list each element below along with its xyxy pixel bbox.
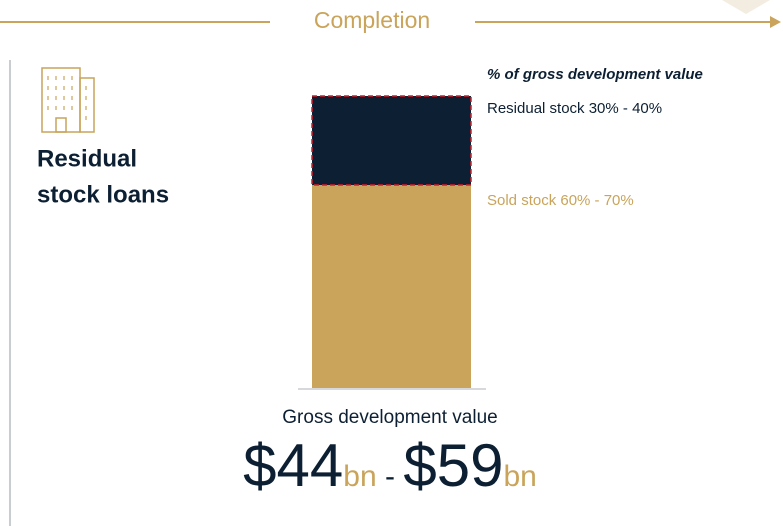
product-title-line: Residual — [37, 145, 137, 172]
header-arrow-head — [770, 16, 781, 28]
corner-chevron — [722, 0, 770, 14]
footer-amount: $44bn - $59bn — [243, 432, 537, 499]
sold-stock-segment — [312, 185, 471, 388]
header-title: Completion — [314, 7, 430, 33]
amount-unit: bn — [343, 460, 376, 493]
building-icon — [41, 67, 95, 133]
product-title-line: stock loans — [37, 181, 169, 208]
amount-separator: - — [377, 460, 404, 493]
residual-stock-segment — [311, 95, 472, 186]
amount-low: $44 — [243, 432, 343, 499]
amount-unit: bn — [503, 460, 536, 493]
segment-label: Residual stock 30% - 40% — [487, 100, 662, 117]
footer-caption: Gross development value — [282, 407, 497, 428]
amount-high: $59 — [403, 432, 503, 499]
segment-label: Sold stock 60% - 70% — [487, 192, 634, 209]
bar-note: % of gross development value — [487, 66, 703, 83]
